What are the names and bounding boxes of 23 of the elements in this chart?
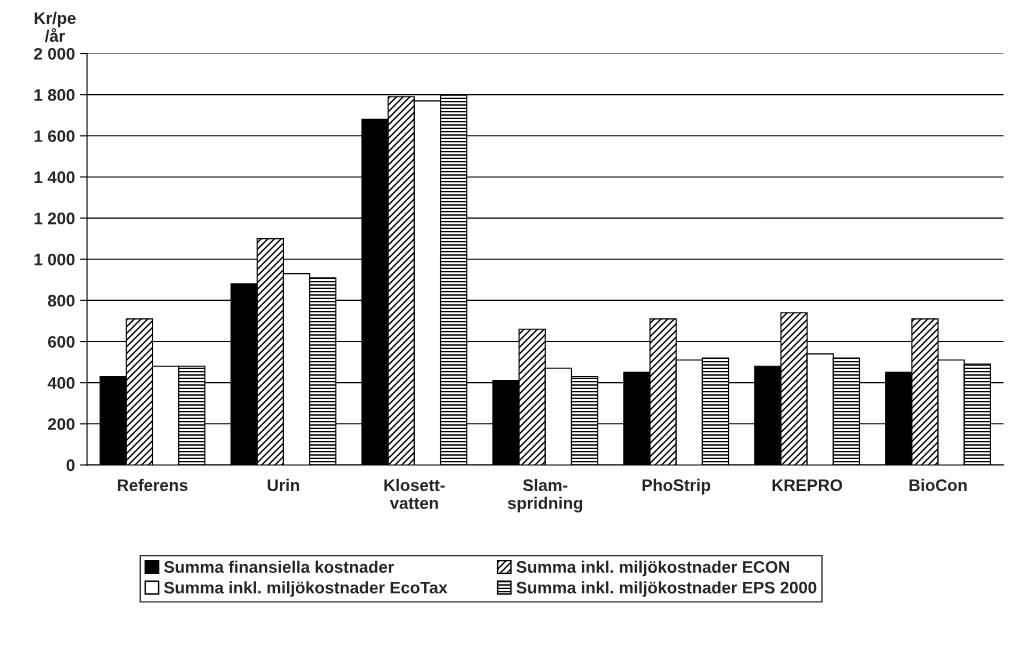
y-tick-label: 1 200 — [34, 212, 75, 225]
legend-label: Summa inkl. miljökostnader EcoTax — [164, 581, 448, 597]
y-tick-label: 1 400 — [34, 171, 75, 184]
y-tick-label: 200 — [48, 418, 75, 431]
x-tick-label: Slam- spridning — [507, 478, 583, 513]
y-tick-label: 800 — [47, 294, 75, 307]
legend-label: Summa finansiella kostnader — [164, 560, 394, 573]
x-tick-label: Klosett- vatten — [384, 478, 445, 510]
x-tick-label: Urin — [267, 478, 300, 492]
x-tick-label: BioCon — [909, 478, 967, 492]
y-tick-label: 2 000 — [34, 47, 75, 60]
legend-label: Summa inkl. miljökostnader EPS 2000 — [516, 581, 817, 597]
y-tick-label: 1 000 — [34, 253, 75, 266]
y-tick-label: 1 800 — [34, 89, 75, 101]
y-axis-title: Kr/pe /år — [34, 11, 76, 43]
legend-label: Summa inkl. miljökostnader ECON — [516, 560, 789, 577]
y-tick-label: 1 600 — [34, 130, 75, 143]
x-tick-label: Referens — [117, 478, 188, 492]
x-tick-label: PhoStrip — [642, 478, 711, 495]
x-tick-label: KREPRO — [772, 479, 843, 492]
y-tick-label: 600 — [48, 335, 75, 348]
y-tick-label: 400 — [47, 377, 75, 389]
y-tick-label: 0 — [66, 459, 75, 472]
